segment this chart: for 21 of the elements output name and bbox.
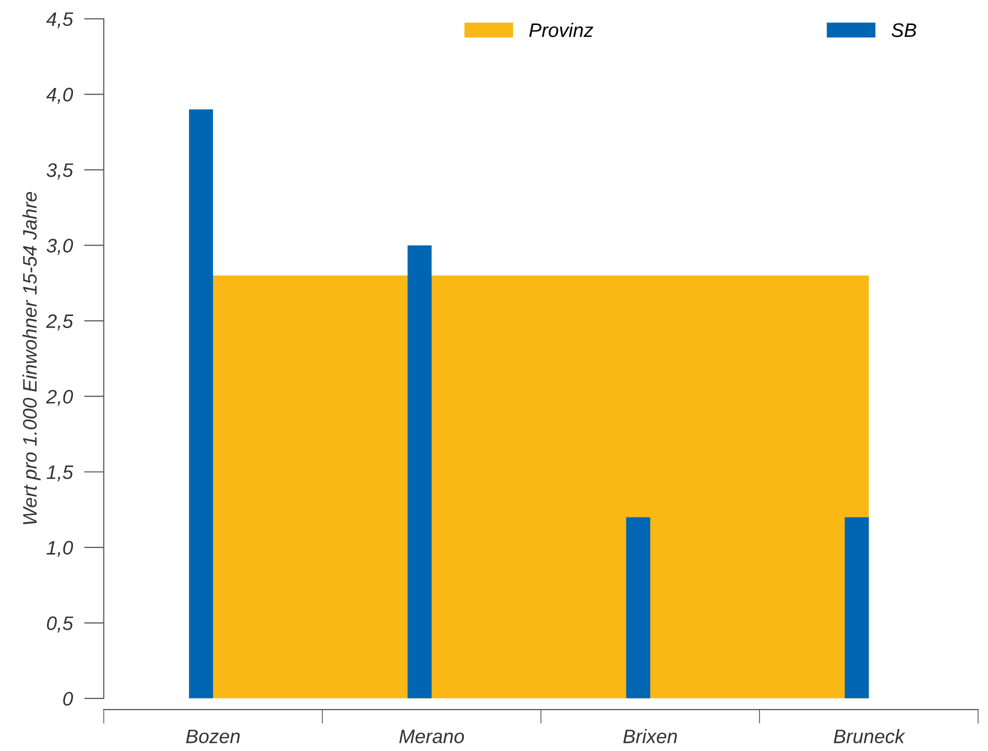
y-tick-label: 2,0 <box>46 390 74 406</box>
bar <box>408 245 432 698</box>
y-tick-label: 4,5 <box>46 12 74 28</box>
x-tick-label: Brixen <box>623 728 677 744</box>
y-tick-label: 3,0 <box>46 238 74 255</box>
y-axis-title: Wert pro 1.000 Einwohner 15-54 Jahre <box>22 192 41 524</box>
y-tick-label: 4,0 <box>46 88 74 104</box>
y-tick-label: 0,5 <box>47 616 74 632</box>
x-tick-label: Merano <box>399 730 464 744</box>
y-tick-label: 2,5 <box>46 314 74 330</box>
x-tick-label: Bozen <box>186 730 240 744</box>
y-tick-label: 3,5 <box>46 163 74 180</box>
bar <box>626 517 650 698</box>
y-tick-label: 1,0 <box>46 540 74 557</box>
legend-label: Provinz <box>529 22 594 38</box>
x-tick-label: Bruneck <box>834 728 906 744</box>
bar <box>188 109 214 698</box>
y-tick-label: 0 <box>63 692 74 706</box>
legend-label: SB <box>892 23 916 38</box>
bar <box>844 517 869 698</box>
y-tick-label: 1,5 <box>46 466 74 482</box>
